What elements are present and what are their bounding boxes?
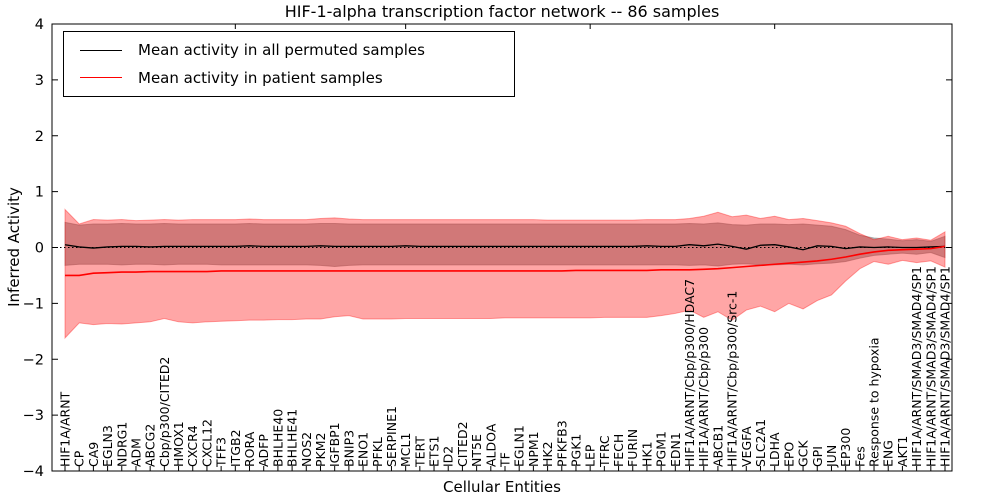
x-tick-label: NPM1 [526,431,541,467]
x-tick-label: FURIN [625,429,640,467]
legend-label: Mean activity in patient samples [138,68,383,87]
x-tick-label: VEGFA [739,426,754,467]
y-tick-label: 0 [35,241,44,257]
x-tick-label: ID2 [441,446,456,467]
x-tick-label: BHLHE40 [270,409,285,467]
x-tick-label: TFRC [597,435,612,468]
x-tick-label: TFF3 [214,437,229,468]
x-tick-label: PGM1 [654,431,669,467]
x-tick-label: CITED2 [455,421,470,467]
y-tick-label: 3 [35,73,44,89]
x-tick-label: Cbp/p300/CITED2 [157,357,172,467]
x-tick-label: PGK1 [568,434,583,467]
x-tick-label: BNIP3 [341,430,356,467]
x-tick-label: ETS1 [427,436,442,467]
y-tick-label: −3 [23,408,44,424]
x-tick-label: HIF1A/ARNT/SMAD3/SMAD4/SP1 [923,266,938,467]
y-axis-label: Inferred Activity [5,187,23,307]
x-tick-label: NT5E [469,434,484,467]
permuted-mean-line [64,243,946,251]
legend-line-red [80,77,122,79]
x-tick-label: AKT1 [895,436,910,467]
x-tick-label: HIF1A/ARNT/SMAD3/SMAD4/SP1 [909,266,924,467]
x-tick-label: SLC2A1 [753,419,768,467]
legend-entry-patient: Mean activity in patient samples [64,69,514,87]
x-tick-label: ABCG2 [143,424,158,467]
y-tick-label: 4 [35,17,44,33]
x-tick-label: GPI [810,446,825,467]
legend-label: Mean activity in all permuted samples [138,41,425,60]
x-tick-label: IGFBP1 [327,422,342,467]
x-tick-label: CXCL12 [199,419,214,467]
x-tick-label: ADM [128,438,143,467]
x-tick-label: CA9 [86,442,101,467]
x-tick-label: ADFP [256,434,271,467]
y-tick-label: −1 [23,296,44,312]
x-tick-label: MCL1 [398,433,413,467]
y-tick-label: −4 [23,464,44,480]
x-tick-label: JUN [824,445,839,468]
x-tick-label: CXCR4 [185,425,200,467]
x-tick-label: BHLHE41 [285,409,300,467]
x-tick-label: CP [72,450,87,467]
x-tick-label: HIF1A/ARNT/Cbp/p300 [696,327,711,467]
x-tick-label: LDHA [767,432,782,467]
y-tick-label: 1 [35,185,44,201]
x-tick-label: LEP [583,444,598,467]
x-tick-label: TF [498,452,513,468]
y-tick-label: −2 [23,352,44,368]
legend: Mean activity in all permuted samples Me… [63,31,515,97]
x-tick-label: HK1 [639,441,654,467]
x-tick-label: HK2 [540,441,555,467]
x-tick-label: ABCB1 [710,425,725,467]
x-tick-label: SERPINE1 [384,406,399,467]
x-tick-label: ENO1 [356,432,371,467]
x-tick-label: RORA [242,431,257,467]
x-tick-label: HIF1A/ARNT/Cbp/p300/HDAC7 [682,279,697,467]
x-tick-label: HIF1A/ARNT [58,391,73,467]
x-tick-label: ENG [881,440,896,467]
x-tick-label: TERT [412,436,427,468]
x-tick-label: EGLN1 [512,425,527,467]
chart-title: HIF-1-alpha transcription factor network… [284,2,720,21]
patient-mean-line [65,245,946,277]
x-tick-label: ITGB2 [228,429,243,467]
x-tick-label: EPO [781,442,796,467]
x-tick-label: EP300 [838,428,853,467]
x-tick-label: PKM2 [313,433,328,467]
x-tick-label: Response to hypoxia [867,337,882,467]
x-tick-label: NDRG1 [114,422,129,467]
legend-entry-permuted: Mean activity in all permuted samples [64,41,514,59]
x-tick-label: PFKL [370,437,385,467]
x-tick-label: GCK [796,440,811,467]
x-tick-label: NOS2 [299,432,314,467]
y-tick-label: 2 [35,129,44,145]
x-tick-label: HIF1A/ARNT/SMAD3/SMAD4/SP1 [938,266,953,467]
x-axis-label: Cellular Entities [443,478,561,496]
x-tick-label: EGLN3 [100,425,115,467]
x-tick-label: PFKFB3 [554,420,569,467]
x-tick-label: FECH [611,434,626,467]
legend-line-black [80,49,122,51]
x-tick-label: EDN1 [668,432,683,467]
patient-samples-band [64,208,946,340]
x-tick-label: ALDOA [483,423,498,467]
permuted-samples-band [64,221,946,267]
x-tick-label: HIF1A/ARNT/Cbp/p300/Src-1 [725,291,740,467]
x-tick-label: HMOX1 [171,421,186,467]
x-tick-label: Fes [852,446,867,467]
